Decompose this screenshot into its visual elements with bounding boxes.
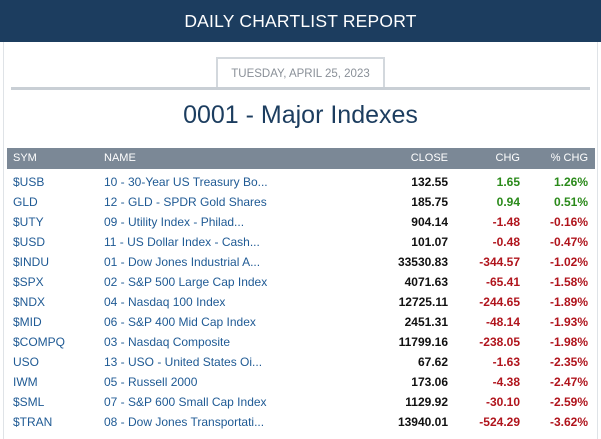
- row-close-value: 13940.01: [397, 415, 448, 429]
- report-frame: [3, 42, 598, 439]
- divider: [11, 87, 590, 90]
- report-date-text: TUESDAY, APRIL 25, 2023: [231, 67, 370, 80]
- page-title: 0001 - Major Indexes: [183, 101, 418, 129]
- row-symbol-link[interactable]: $USD: [13, 235, 46, 249]
- table-row[interactable]: $MID 06 - S&P 400 Mid Cap Index 2451.31 -48…: [7, 312, 595, 332]
- table-row[interactable]: $NDX 04 - Nasdaq 100 Index 12725.11 -244.65…: [7, 292, 595, 312]
- row-close-value: 132.55: [411, 175, 448, 189]
- table-header: SYM NAME CLOSE CHG % CHG: [7, 148, 595, 169]
- row-percent-change-value: -1.58%: [549, 275, 588, 289]
- table-body: $USB 10 - 30-Year US Treasury Bo... 132.55…: [7, 172, 595, 432]
- row-symbol-link[interactable]: $USB: [13, 175, 45, 189]
- table-row[interactable]: $SML 07 - S&P 600 Small Cap Index 1129.92 -…: [7, 392, 595, 412]
- row-symbol-link[interactable]: $TRAN: [13, 415, 53, 429]
- row-percent-change-value: -1.98%: [549, 335, 588, 349]
- row-change-value: -30.10: [485, 395, 520, 409]
- row-close-value: 4071.63: [404, 275, 448, 289]
- row-name-link[interactable]: 08 - Dow Jones Transportati...: [104, 415, 265, 429]
- column-header-close[interactable]: CLOSE: [410, 152, 448, 164]
- row-name-link[interactable]: 09 - Utility Index - Philad...: [104, 215, 245, 229]
- row-name-link[interactable]: 10 - 30-Year US Treasury Bo...: [104, 175, 268, 189]
- column-header-chg[interactable]: CHG: [495, 152, 520, 164]
- row-symbol-link[interactable]: $SML: [13, 395, 45, 409]
- table-row[interactable]: GLD 12 - GLD - SPDR Gold Shares 185.75 0.94…: [7, 192, 595, 212]
- header-title: DAILY CHARTLIST REPORT: [184, 10, 417, 31]
- row-change-value: -48.14: [485, 315, 520, 329]
- row-change-value: 0.94: [496, 195, 520, 209]
- row-close-value: 904.14: [411, 215, 448, 229]
- row-name-link[interactable]: 13 - USO - United States Oi...: [104, 355, 263, 369]
- row-percent-change-value: -2.47%: [549, 375, 588, 389]
- row-change-value: -1.48: [492, 215, 520, 229]
- row-percent-change-value: -3.62%: [549, 415, 588, 429]
- row-percent-change-value: -1.02%: [549, 255, 588, 269]
- row-name-link[interactable]: 11 - US Dollar Index - Cash...: [104, 235, 260, 249]
- row-close-value: 101.07: [411, 235, 448, 249]
- row-name-link[interactable]: 06 - S&P 400 Mid Cap Index: [104, 315, 256, 329]
- row-symbol-link[interactable]: $INDU: [13, 255, 50, 269]
- row-symbol-link[interactable]: IWM: [13, 375, 38, 389]
- row-change-value: -238.05: [479, 335, 520, 349]
- table-row[interactable]: $COMPQ 03 - Nasdaq Composite 11799.16 -238.…: [7, 332, 595, 352]
- row-symbol-link[interactable]: USO: [13, 355, 40, 369]
- report-date: TUESDAY, APRIL 25, 2023: [216, 57, 385, 88]
- row-percent-change-value: -2.59%: [549, 395, 588, 409]
- row-close-value: 67.62: [417, 355, 448, 369]
- table-row[interactable]: $INDU 01 - Dow Jones Industrial A... 33530…: [7, 252, 595, 272]
- table-row[interactable]: $TRAN 08 - Dow Jones Transportati... 13940…: [7, 412, 595, 432]
- row-name-link[interactable]: 01 - Dow Jones Industrial A...: [104, 255, 261, 269]
- row-change-value: -1.63: [492, 355, 520, 369]
- row-change-value: -344.57: [479, 255, 520, 269]
- table-row[interactable]: USO 13 - USO - United States Oi... 67.62 -1…: [7, 352, 595, 372]
- column-header-sym[interactable]: SYM: [13, 152, 37, 164]
- row-percent-change-value: -1.89%: [549, 295, 588, 309]
- row-symbol-link[interactable]: $UTY: [13, 215, 44, 229]
- table-row[interactable]: $USD 11 - US Dollar Index - Cash... 101.07…: [7, 232, 595, 252]
- row-percent-change-value: -0.16%: [549, 215, 588, 229]
- row-percent-change-value: -2.35%: [549, 355, 588, 369]
- row-name-link[interactable]: 03 - Nasdaq Composite: [104, 335, 231, 349]
- row-close-value: 33530.83: [397, 255, 448, 269]
- row-close-value: 173.06: [411, 375, 448, 389]
- row-percent-change-value: 1.26%: [553, 175, 588, 189]
- row-change-value: -4.38: [492, 375, 520, 389]
- column-header-pct-chg[interactable]: % CHG: [550, 152, 588, 164]
- row-change-value: 1.65: [496, 175, 520, 189]
- row-close-value: 12725.11: [398, 295, 448, 309]
- row-change-value: -524.29: [479, 415, 520, 429]
- row-close-value: 11799.16: [398, 335, 448, 349]
- row-change-value: -0.48: [492, 235, 520, 249]
- table-row[interactable]: $USB 10 - 30-Year US Treasury Bo... 132.55…: [7, 172, 595, 192]
- row-name-link[interactable]: 05 - Russell 2000: [104, 375, 198, 389]
- app-header: DAILY CHARTLIST REPORT: [0, 0, 601, 42]
- row-symbol-link[interactable]: $MID: [13, 315, 42, 329]
- column-header-name[interactable]: NAME: [104, 152, 136, 164]
- table-row[interactable]: $UTY 09 - Utility Index - Philad... 904.14…: [7, 212, 595, 232]
- table-row[interactable]: IWM 05 - Russell 2000 173.06 -4.38 -2.47%: [7, 372, 595, 392]
- row-symbol-link[interactable]: $SPX: [13, 275, 44, 289]
- row-percent-change-value: -0.47%: [549, 235, 588, 249]
- row-close-value: 185.75: [411, 195, 448, 209]
- row-symbol-link[interactable]: $COMPQ: [13, 335, 66, 349]
- row-change-value: -65.41: [485, 275, 520, 289]
- row-change-value: -244.65: [479, 295, 520, 309]
- table-row[interactable]: $SPX 02 - S&P 500 Large Cap Index 4071.63 -…: [7, 272, 595, 292]
- row-close-value: 2451.31: [404, 315, 448, 329]
- row-symbol-link[interactable]: $NDX: [13, 295, 46, 309]
- row-percent-change-value: -1.93%: [549, 315, 588, 329]
- row-symbol-link[interactable]: GLD: [13, 195, 38, 209]
- row-name-link[interactable]: 07 - S&P 600 Small Cap Index: [104, 395, 267, 409]
- row-name-link[interactable]: 12 - GLD - SPDR Gold Shares: [104, 195, 267, 209]
- row-close-value: 1129.92: [405, 395, 448, 409]
- row-percent-change-value: 0.51%: [553, 195, 588, 209]
- row-name-link[interactable]: 02 - S&P 500 Large Cap Index: [104, 275, 268, 289]
- row-name-link[interactable]: 04 - Nasdaq 100 Index: [104, 295, 226, 309]
